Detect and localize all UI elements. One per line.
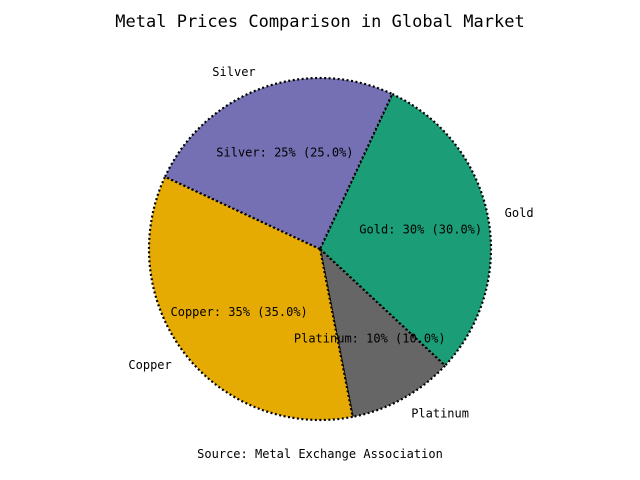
source-note: Source: Metal Exchange Association [197,447,443,461]
pie-slice-silver [163,76,394,251]
pie-slice-copper [147,175,354,422]
slice-value-label-silver: Silver: 25% (25.0%) [216,146,353,160]
slice-label-platinum: Platinum [411,407,469,421]
chart-title: Metal Prices Comparison in Global Market [115,12,524,32]
slice-label-copper: Copper [128,358,171,372]
slice-value-label-platinum: Platinum: 10% (10.0%) [294,332,446,346]
labels-layer: Gold Gold: 30% (30.0%) Platinum Platinum: 1… [128,65,533,420]
slices-layer [147,76,493,422]
slice-label-gold: Gold [505,206,534,220]
slice-value-label-gold: Gold: 30% (30.0%) [359,222,482,236]
slice-value-label-copper: Copper: 35% (35.0%) [171,305,308,319]
pie-slice-gold [318,92,493,368]
slice-label-silver: Silver [212,65,255,79]
pie-slice-platinum [318,245,447,419]
